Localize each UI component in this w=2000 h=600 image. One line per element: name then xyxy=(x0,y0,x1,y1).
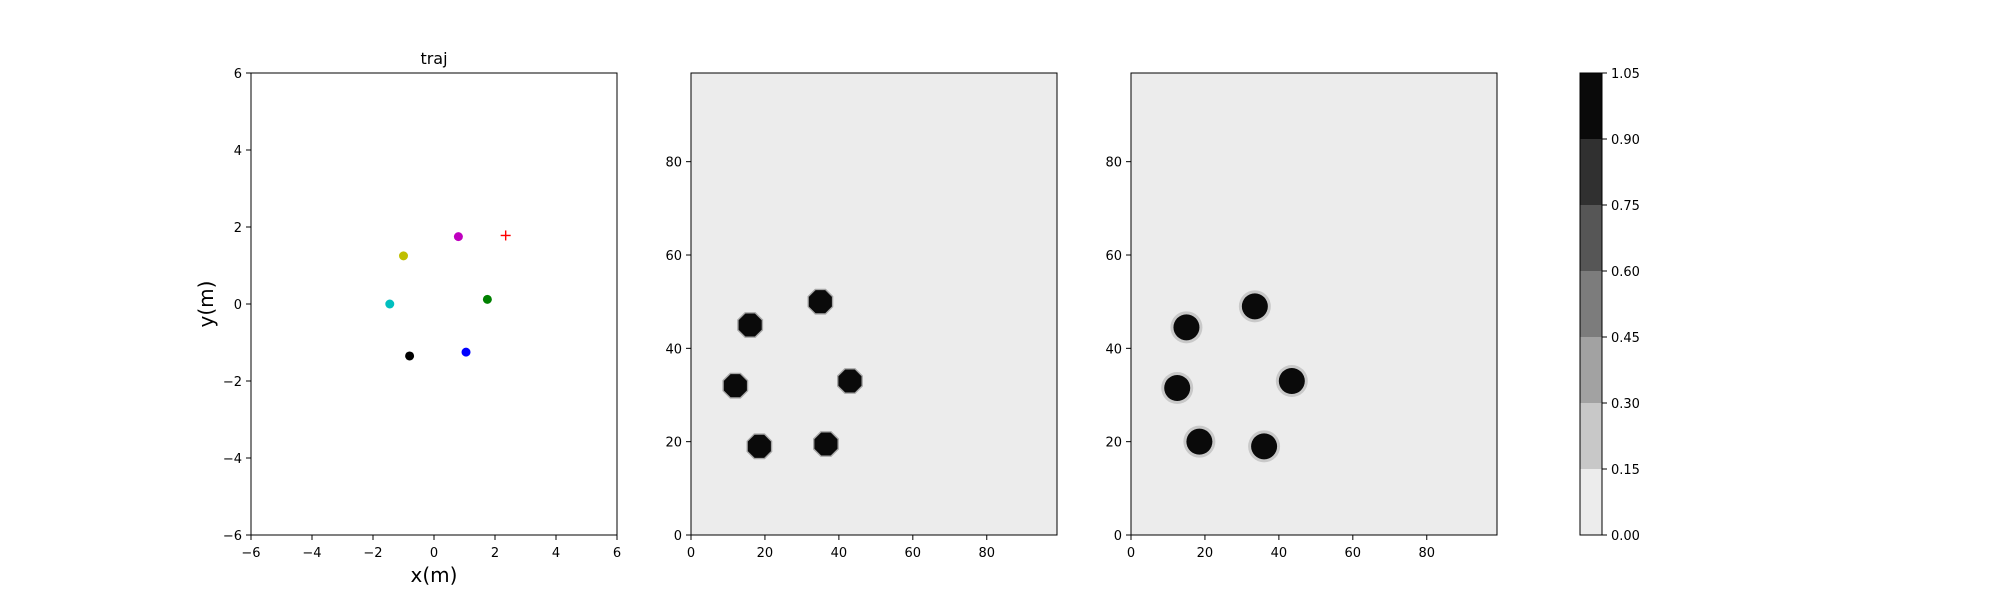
traj-y-ticks: −6 −4 −2 0 2 4 6 xyxy=(223,67,251,544)
heatmap-1-x-ticks: 0 20 40 60 80 xyxy=(687,535,995,561)
x-tick-label: 20 xyxy=(757,546,774,561)
x-tick-label: 2 xyxy=(491,546,499,561)
agent-point-5 xyxy=(405,351,415,361)
x-tick-label: −6 xyxy=(241,546,260,561)
heatmap-2-y-ticks: 0 20 40 60 80 xyxy=(1105,156,1131,544)
agent-point-2 xyxy=(385,299,395,309)
occupancy-blob-0 xyxy=(737,312,764,338)
agent-point-1 xyxy=(453,232,463,242)
colorbar-tick-label: 1.05 xyxy=(1611,67,1640,82)
colorbar-tick-label: 0.30 xyxy=(1611,397,1640,412)
occupancy-blob-2 xyxy=(722,372,749,399)
x-tick-label: 4 xyxy=(552,546,560,561)
x-tick-label: 0 xyxy=(687,546,695,561)
occupancy-blob-3 xyxy=(837,368,863,394)
x-tick-label: −4 xyxy=(302,546,321,561)
traj-y-label: y(m) xyxy=(194,281,218,328)
x-tick-label: 40 xyxy=(831,546,848,561)
heatmap-2-frame xyxy=(1130,72,1498,536)
colorbar-band xyxy=(1580,73,1602,139)
colorbar-tick-label: 0.45 xyxy=(1611,331,1640,346)
y-tick-label: −6 xyxy=(223,529,242,544)
y-tick-label: 60 xyxy=(665,249,682,264)
colorbar-band xyxy=(1580,469,1602,535)
colorbar-tick-label: 0.75 xyxy=(1611,199,1640,214)
colorbar-bands xyxy=(1580,73,1602,535)
colorbar-tick-label: 0.60 xyxy=(1611,265,1640,280)
traj-points xyxy=(385,230,511,361)
y-tick-label: 60 xyxy=(1105,249,1122,264)
x-tick-label: 0 xyxy=(1127,546,1135,561)
y-tick-label: 40 xyxy=(665,342,682,357)
y-tick-label: 20 xyxy=(665,436,682,451)
occupancy-blob-1 xyxy=(1238,290,1271,323)
heatmap-1-background xyxy=(691,73,1057,535)
traj-scatter-plot: traj −6 −4 −2 0 2 4 6 −6 −4 −2 0 2 4 6 x(m) y(m) xyxy=(194,49,621,587)
x-tick-label: 80 xyxy=(1418,546,1435,561)
heatmap-1-frame xyxy=(690,72,1058,536)
heatmap-2-blobs xyxy=(1161,290,1308,463)
heatmap-2-x-ticks: 0 20 40 60 80 xyxy=(1127,535,1435,561)
y-tick-label: 6 xyxy=(234,67,242,82)
traj-title: traj xyxy=(420,49,447,68)
colorbar: 0.00 0.15 0.30 0.45 0.60 0.75 0.90 1.05 xyxy=(1579,67,1640,544)
agent-point-3 xyxy=(482,294,492,304)
occupancy-heatmap-2: 0 20 40 60 80 0 20 40 60 80 xyxy=(1105,72,1498,561)
x-tick-label: 0 xyxy=(430,546,438,561)
y-tick-label: 40 xyxy=(1105,342,1122,357)
agent-point-4 xyxy=(461,347,471,357)
x-tick-label: 80 xyxy=(978,546,995,561)
colorbar-tick-label: 0.15 xyxy=(1611,463,1640,478)
traj-x-label: x(m) xyxy=(411,563,458,587)
y-tick-label: −2 xyxy=(223,375,242,390)
occupancy-blob-1 xyxy=(807,288,834,315)
x-tick-label: −2 xyxy=(363,546,382,561)
occupancy-heatmap-1: 0 20 40 60 80 0 20 40 60 80 xyxy=(665,72,1058,561)
y-tick-label: 80 xyxy=(1105,156,1122,171)
colorbar-band xyxy=(1580,139,1602,205)
y-tick-label: 80 xyxy=(665,156,682,171)
colorbar-frame xyxy=(1579,72,1603,536)
colorbar-tick-label: 0.00 xyxy=(1611,529,1640,544)
y-tick-label: 4 xyxy=(234,144,242,159)
x-tick-label: 6 xyxy=(613,546,621,561)
occupancy-blob-3 xyxy=(1275,365,1308,397)
y-tick-label: 2 xyxy=(234,221,242,236)
y-tick-label: 0 xyxy=(674,529,682,544)
traj-x-ticks: −6 −4 −2 0 2 4 6 xyxy=(241,535,621,561)
x-tick-label: 60 xyxy=(905,546,922,561)
colorbar-band xyxy=(1580,271,1602,337)
occupancy-blob-2 xyxy=(1161,372,1194,404)
agent-point-0 xyxy=(399,251,408,261)
occupancy-blob-4 xyxy=(746,433,773,460)
colorbar-ticks: 0.00 0.15 0.30 0.45 0.60 0.75 0.90 1.05 xyxy=(1602,67,1640,544)
occupancy-blob-0 xyxy=(1170,311,1203,344)
x-tick-label: 20 xyxy=(1197,546,1214,561)
colorbar-band xyxy=(1580,205,1602,271)
y-tick-label: 20 xyxy=(1105,436,1122,451)
occupancy-blob-5 xyxy=(813,431,839,457)
colorbar-tick-label: 0.90 xyxy=(1611,133,1640,148)
y-tick-label: 0 xyxy=(234,298,242,313)
heatmap-1-blobs xyxy=(722,288,863,460)
heatmap-1-y-ticks: 0 20 40 60 80 xyxy=(665,156,691,544)
y-tick-label: 0 xyxy=(1114,529,1122,544)
traj-axes-frame xyxy=(250,72,618,536)
x-tick-label: 60 xyxy=(1345,546,1362,561)
occupancy-blob-4 xyxy=(1183,425,1216,458)
heatmap-2-background xyxy=(1131,73,1497,535)
x-tick-label: 40 xyxy=(1271,546,1288,561)
occupancy-blob-5 xyxy=(1248,430,1281,463)
y-tick-label: −4 xyxy=(223,452,242,467)
colorbar-band xyxy=(1580,403,1602,469)
goal-plus-marker xyxy=(500,230,511,241)
colorbar-band xyxy=(1580,337,1602,403)
